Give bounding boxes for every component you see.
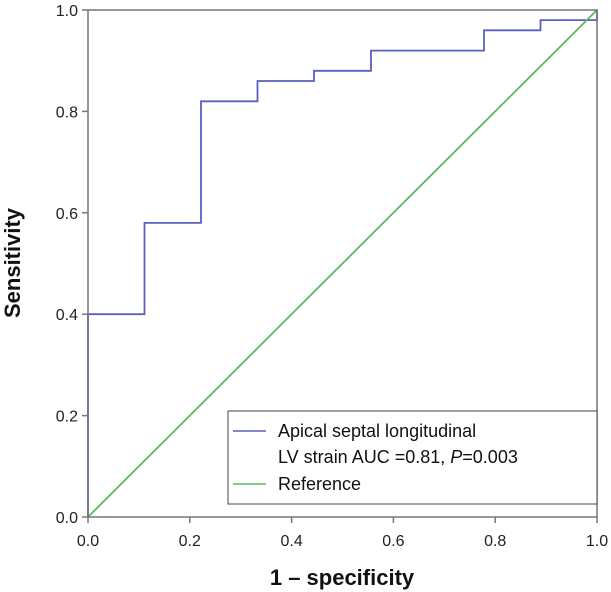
x-tick-label: 0.2	[179, 533, 201, 550]
x-tick-label: 0.4	[280, 533, 302, 550]
legend-label-strain-line1: Apical septal longitudinal	[278, 421, 476, 441]
legend-auc-text: LV strain AUC =0.81,	[278, 447, 450, 467]
legend: Apical septal longitudinal LV strain AUC…	[227, 410, 598, 505]
y-tick-label: 1.0	[56, 3, 78, 20]
legend-label-strain-line2: LV strain AUC =0.81, P=0.003	[278, 447, 518, 467]
y-tick-label: 0.2	[56, 409, 78, 426]
legend-label-reference: Reference	[278, 474, 361, 494]
y-tick-label: 0.0	[56, 510, 78, 527]
reference-line	[87, 9, 598, 518]
legend-box	[227, 410, 598, 505]
x-tick-label: 0.0	[77, 533, 99, 550]
y-axis-label: Sensitivity	[0, 207, 25, 318]
x-tick-label: 0.6	[382, 533, 404, 550]
y-tick-label: 0.8	[56, 104, 78, 121]
x-tick-label: 1.0	[586, 533, 608, 550]
roc-curve-strain	[87, 10, 598, 517]
x-tick-label: 0.8	[484, 533, 506, 550]
y-tick-label: 0.4	[56, 307, 78, 324]
legend-p-symbol: P	[450, 447, 462, 467]
y-tick-label: 0.6	[56, 206, 78, 223]
plot-frame	[87, 9, 598, 518]
x-axis-label: 1 – specificity	[270, 565, 415, 590]
legend-p-value: =0.003	[462, 447, 518, 467]
